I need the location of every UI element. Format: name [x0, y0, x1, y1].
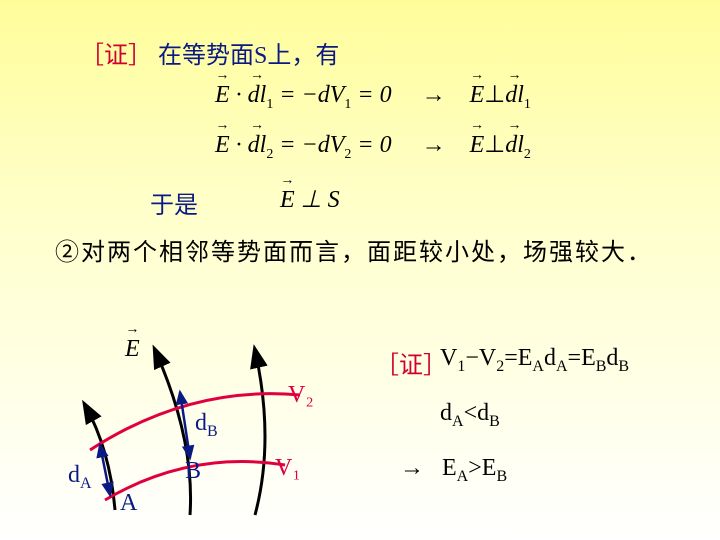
dA-label: dA: [68, 462, 92, 493]
implies-arrow-3: →: [400, 455, 424, 481]
perp-sym2: ⊥: [484, 132, 505, 158]
vector-dl1-r: dl: [505, 82, 524, 109]
vector-E: E: [215, 82, 230, 109]
E-label: E: [125, 336, 140, 363]
vector-dl1: dl: [248, 82, 267, 109]
dB-d: d: [195, 410, 207, 436]
field-line-3: [255, 350, 265, 515]
therefore-text: 于是: [150, 185, 198, 220]
proof-intro-line: ［证］ 在等势面S上，有: [80, 35, 339, 70]
subscript-v1: 1: [344, 97, 351, 112]
eq-rhs: = −dV: [279, 82, 344, 108]
subscript-1: 1: [266, 97, 273, 112]
vector-dl2: dl: [248, 132, 267, 159]
relation-2: dA<dB: [440, 400, 500, 431]
surface-S: S: [328, 187, 340, 213]
eq-zero2: = 0: [357, 132, 391, 158]
subscript-2r: 2: [524, 147, 531, 162]
equation-2: E · dl2 = −dV2 = 0 → E⊥dl2: [215, 130, 531, 163]
vector-E2-r: E: [470, 132, 485, 159]
dA-d: d: [68, 462, 80, 488]
B-label: B: [185, 458, 201, 485]
dot-op: ·: [236, 82, 242, 108]
relation-3: → EA>EB: [400, 455, 507, 486]
equation-3: E ⊥ S: [280, 185, 340, 214]
vector-dl2-r: dl: [505, 132, 524, 159]
relation-1: V1−V2=EAdA=EBdB: [440, 345, 629, 376]
V1-label: V₁: [275, 455, 301, 482]
V2-label: V₂: [288, 382, 314, 409]
dB-label: dB: [195, 410, 218, 441]
eq-rhs2: = −dV: [279, 132, 344, 158]
subscript-2: 2: [266, 147, 273, 162]
intro-text: 在等势面S上，有: [158, 43, 339, 69]
A-label: A: [120, 490, 137, 517]
subscript-v2: 2: [344, 147, 351, 162]
dot-op2: ·: [236, 132, 242, 158]
implies-arrow2: →: [422, 132, 446, 158]
equation-1: E · dl1 = −dV1 = 0 → E⊥dl1: [215, 80, 531, 113]
eq-zero: = 0: [357, 82, 391, 108]
vector-E-r: E: [470, 82, 485, 109]
vector-E3: E: [280, 187, 295, 214]
vector-E2: E: [215, 132, 230, 159]
perp-sym: ⊥: [484, 82, 505, 108]
proof-label-1: ［证］: [80, 43, 152, 69]
dB-sub: B: [207, 423, 218, 440]
subscript-1r: 1: [524, 97, 531, 112]
E-label-text: E: [125, 336, 140, 363]
implies-arrow: →: [422, 82, 446, 108]
paragraph-2: ②对两个相邻等势面而言，面距较小处，场强较大．: [55, 235, 665, 271]
perp3: ⊥: [295, 187, 328, 213]
equipotential-diagram: E V₂ V₁ A B dA dB: [70, 330, 330, 530]
dA-sub: A: [80, 475, 92, 492]
proof-label-2: ［证］: [375, 345, 447, 380]
